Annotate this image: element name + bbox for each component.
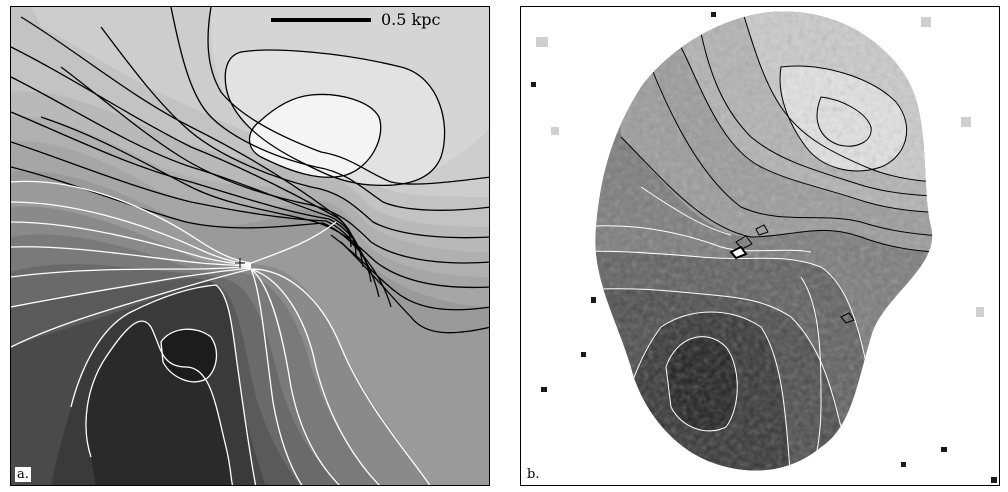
dark-contours — [11, 7, 489, 334]
dark-contours — [620, 11, 933, 324]
light-contours — [11, 180, 431, 485]
panel-b-observed-velocity-field: b. — [520, 6, 1000, 486]
galaxy-velocity-map — [595, 11, 933, 471]
scale-bar-label: 0.5 kpc — [381, 10, 441, 29]
noise-pixels — [531, 12, 997, 483]
panel-a-map — [11, 7, 489, 485]
faint-pixels — [536, 17, 984, 317]
panel-a-model-velocity-field: 0.5 kpc a. — [10, 6, 490, 486]
panel-b-map — [531, 11, 997, 483]
center-cross-icon — [235, 258, 245, 268]
panel-b-label: b. — [525, 467, 542, 482]
panel-a-label: a. — [15, 467, 31, 482]
light-contours — [595, 186, 872, 471]
